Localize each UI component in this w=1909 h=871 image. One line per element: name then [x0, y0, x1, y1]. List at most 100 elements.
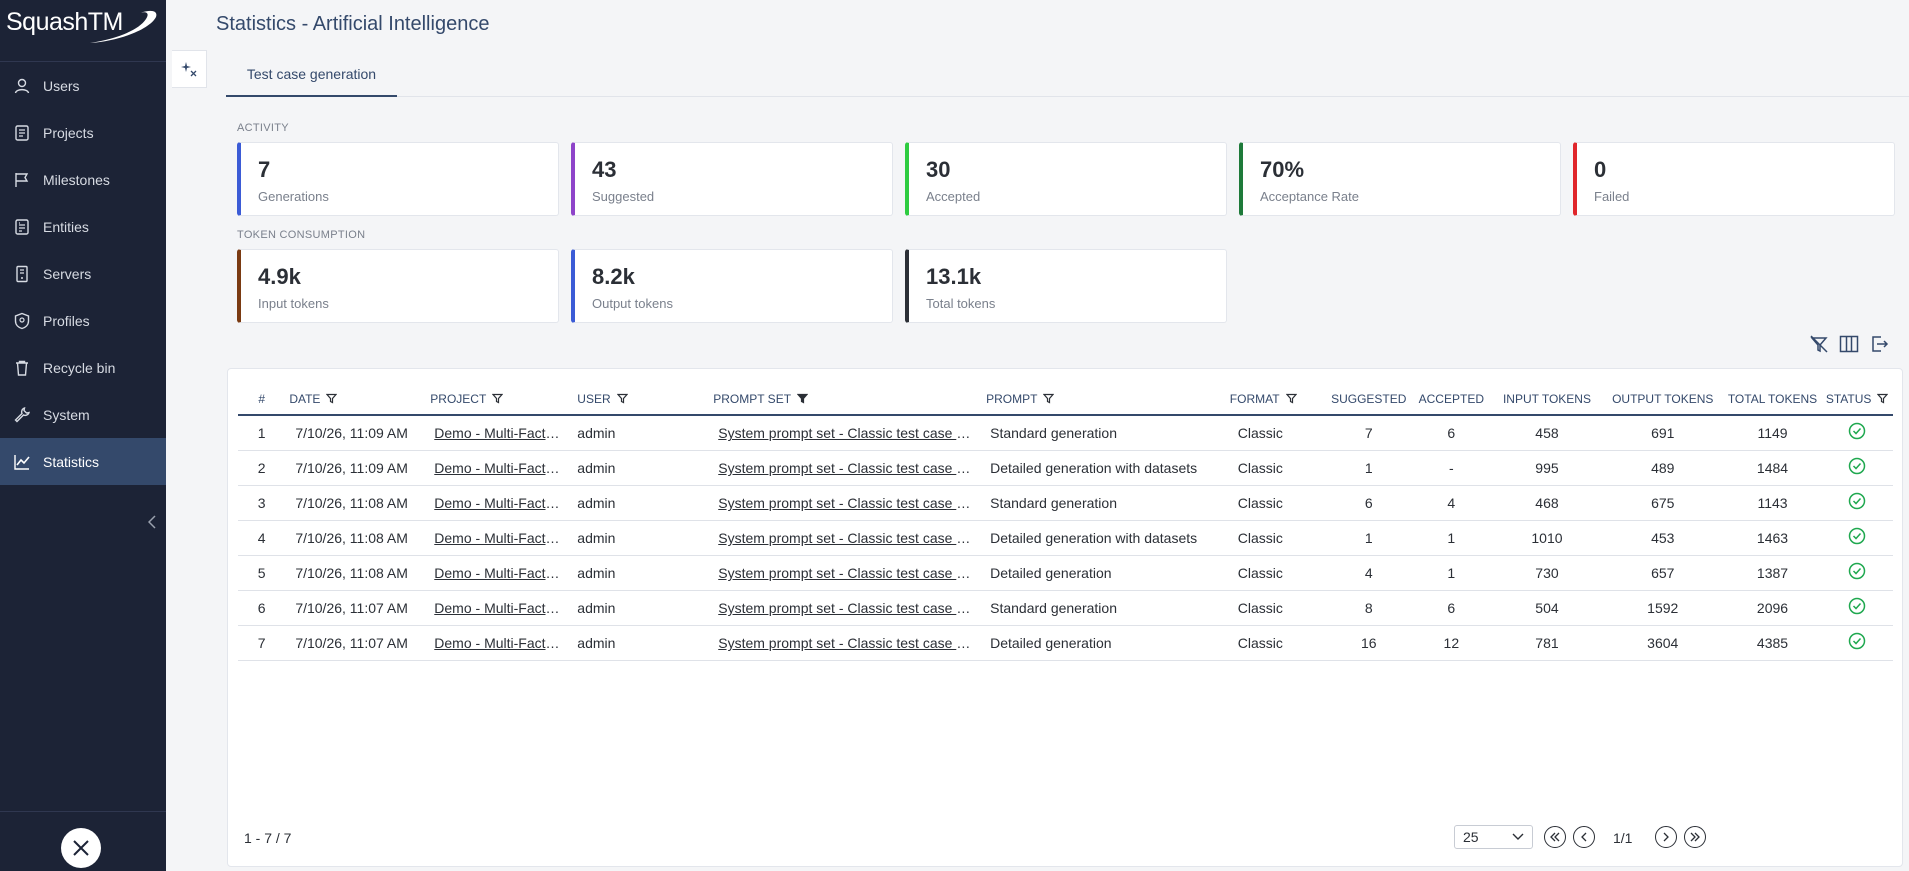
- sidebar-item-system[interactable]: System: [0, 391, 166, 438]
- first-page-button[interactable]: [1544, 826, 1566, 848]
- server-icon: [13, 265, 31, 283]
- table-row[interactable]: 17/10/26, 11:09 AM Demo - Multi-Factor Au…: [238, 415, 1893, 451]
- chevron-left-icon: [1581, 832, 1587, 842]
- table-row[interactable]: 47/10/26, 11:08 AM Demo - Multi-Factor Au…: [238, 520, 1893, 556]
- prompt-set-link[interactable]: System prompt set - Classic test case ge…: [718, 600, 976, 617]
- cell-user: admin: [573, 590, 710, 626]
- stat-label: Suggested: [592, 189, 655, 204]
- cell-user: admin: [573, 415, 710, 451]
- cell-index: 5: [238, 555, 286, 591]
- cell-output-tokens: 657: [1602, 555, 1724, 591]
- stat-card-input-tokens: 4.9k Input tokens: [237, 249, 559, 323]
- sidebar: SquashTM Users Projects Milestones Entities…: [0, 0, 166, 871]
- prompt-set-link[interactable]: System prompt set - Classic test case ge…: [718, 565, 976, 582]
- column-header-suggested[interactable]: SUGGESTED: [1326, 383, 1412, 416]
- cell-accepted: 6: [1411, 415, 1492, 451]
- cell-output-tokens: 3604: [1602, 625, 1724, 661]
- column-header-project[interactable]: PROJECT: [426, 383, 574, 416]
- sidebar-item-recycle-bin[interactable]: Recycle bin: [0, 344, 166, 391]
- clear-filter-icon[interactable]: [1807, 332, 1831, 356]
- sidebar-item-milestones[interactable]: Milestones: [0, 156, 166, 203]
- project-link[interactable]: Demo - Multi-Factor Authentication: [434, 425, 566, 442]
- shield-icon: [13, 312, 31, 330]
- tab-test-case-generation[interactable]: Test case generation: [226, 60, 397, 97]
- column-header-index[interactable]: #: [238, 383, 286, 416]
- previous-page-button[interactable]: [1573, 826, 1595, 848]
- cell-date: 7/10/26, 11:09 AM: [285, 450, 427, 486]
- columns-icon[interactable]: [1837, 332, 1861, 356]
- sidebar-item-servers[interactable]: Servers: [0, 250, 166, 297]
- project-link[interactable]: Demo - Multi-Factor Authentication: [434, 495, 566, 512]
- page-indicator: 1/1: [1613, 830, 1633, 846]
- cell-prompt: Detailed generation with datasets: [990, 530, 1198, 547]
- last-page-button[interactable]: [1684, 826, 1706, 848]
- pagination-range: 1 - 7 / 7: [244, 830, 292, 846]
- table-row[interactable]: 27/10/26, 11:09 AM Demo - Multi-Factor Au…: [238, 450, 1893, 486]
- ai-sparkle-button[interactable]: [172, 50, 207, 88]
- filter-icon[interactable]: [326, 393, 338, 404]
- column-header-date[interactable]: DATE: [285, 383, 427, 416]
- cell-output-tokens: 691: [1602, 415, 1724, 451]
- filter-icon[interactable]: [1043, 393, 1055, 404]
- next-page-button[interactable]: [1655, 826, 1677, 848]
- chevron-right-icon: [1663, 832, 1669, 842]
- project-link[interactable]: Demo - Multi-Factor Authentication: [434, 530, 566, 547]
- column-header-output-tokens[interactable]: OUTPUT TOKENS: [1602, 383, 1724, 416]
- column-header-input-tokens[interactable]: INPUT TOKENS: [1491, 383, 1603, 416]
- prompt-set-link[interactable]: System prompt set - Classic test case ge…: [718, 495, 976, 512]
- close-button[interactable]: [61, 828, 101, 868]
- column-header-prompt-set[interactable]: PROMPT SET: [709, 383, 983, 416]
- stat-value: 30: [926, 157, 951, 182]
- cell-status: [1821, 590, 1893, 626]
- cell-total-tokens: 4385: [1723, 625, 1822, 661]
- tab-bar: Test case generation: [226, 60, 1909, 97]
- stat-card-acceptance-rate: 70% Acceptance Rate: [1239, 142, 1561, 216]
- sidebar-item-projects[interactable]: Projects: [0, 109, 166, 156]
- table-row[interactable]: 37/10/26, 11:08 AM Demo - Multi-Factor Au…: [238, 485, 1893, 521]
- filter-icon[interactable]: [1285, 393, 1297, 404]
- filter-icon[interactable]: [616, 393, 628, 404]
- prompt-set-link[interactable]: System prompt set - Classic test case ge…: [718, 460, 976, 477]
- stat-label: Total tokens: [926, 296, 996, 311]
- prompt-set-link[interactable]: System prompt set - Classic test case ge…: [718, 530, 976, 547]
- column-header-format[interactable]: FORMAT: [1225, 383, 1327, 416]
- column-header-status[interactable]: STATUS: [1821, 383, 1893, 416]
- cell-prompt: Standard generation: [990, 425, 1117, 442]
- sidebar-item-statistics[interactable]: Statistics: [0, 438, 166, 485]
- filter-icon[interactable]: [492, 393, 504, 404]
- sidebar-item-label: Servers: [43, 265, 92, 282]
- page-size-select[interactable]: 25: [1454, 825, 1533, 849]
- column-header-user[interactable]: USER: [573, 383, 710, 416]
- column-header-prompt[interactable]: PROMPT: [982, 383, 1226, 416]
- column-header-total-tokens[interactable]: TOTAL TOKENS: [1723, 383, 1822, 416]
- prompt-set-link[interactable]: System prompt set - Classic test case ge…: [718, 635, 976, 652]
- cell-prompt: Detailed generation: [990, 635, 1112, 652]
- project-link[interactable]: Demo - Multi-Factor Authentication: [434, 565, 566, 582]
- project-link[interactable]: Demo - Multi-Factor Authentication: [434, 460, 566, 477]
- sidebar-item-label: Profiles: [43, 312, 90, 329]
- logo[interactable]: SquashTM: [0, 0, 166, 62]
- sidebar-item-profiles[interactable]: Profiles: [0, 297, 166, 344]
- cell-status: [1821, 485, 1893, 521]
- cell-index: 4: [238, 520, 286, 556]
- filter-icon[interactable]: [1877, 393, 1889, 404]
- logo-swoosh-icon: [90, 10, 157, 43]
- cell-format: Classic: [1225, 485, 1327, 521]
- sidebar-item-users[interactable]: Users: [0, 62, 166, 109]
- project-link[interactable]: Demo - Multi-Factor Authentication: [434, 600, 566, 617]
- success-check-icon: [1849, 597, 1866, 615]
- table-row[interactable]: 57/10/26, 11:08 AM Demo - Multi-Factor Au…: [238, 555, 1893, 591]
- cell-format: Classic: [1225, 450, 1327, 486]
- stat-label: Accepted: [926, 189, 981, 204]
- stat-label: Failed: [1594, 189, 1630, 204]
- collapse-sidebar-icon[interactable]: [145, 512, 159, 532]
- cell-date: 7/10/26, 11:09 AM: [285, 415, 427, 451]
- filter-icon[interactable]: [797, 393, 809, 404]
- export-icon[interactable]: [1867, 332, 1891, 356]
- table-row[interactable]: 77/10/26, 11:07 AM Demo - Multi-Factor Au…: [238, 625, 1893, 661]
- project-link[interactable]: Demo - Multi-Factor Authentication: [434, 635, 566, 652]
- prompt-set-link[interactable]: System prompt set - Classic test case ge…: [718, 425, 976, 442]
- column-header-accepted[interactable]: ACCEPTED: [1411, 383, 1492, 416]
- sidebar-item-entities[interactable]: Entities: [0, 203, 166, 250]
